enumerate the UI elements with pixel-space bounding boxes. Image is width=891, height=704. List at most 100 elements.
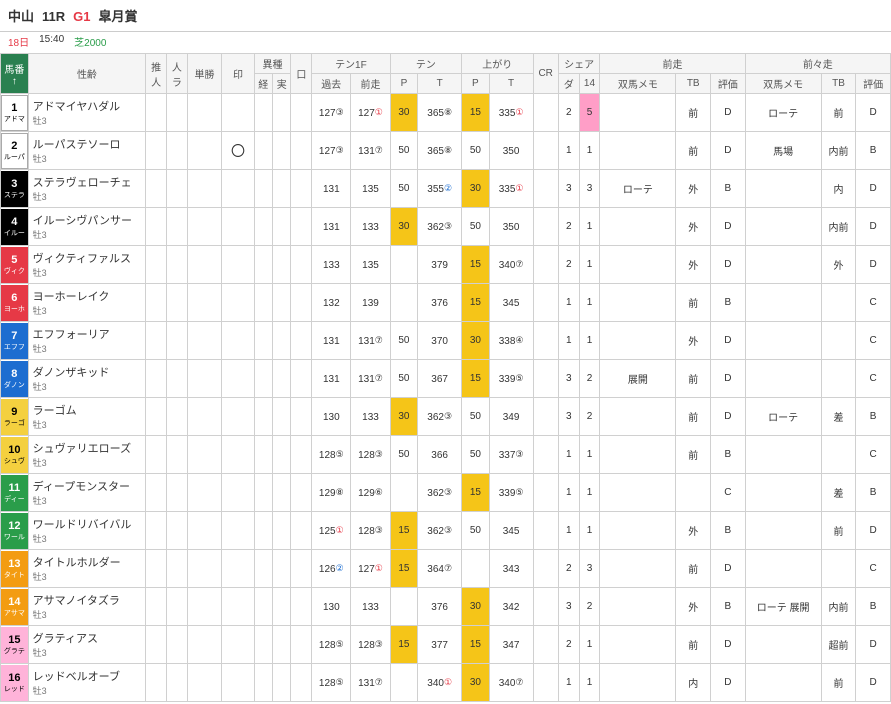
horse-name-cell[interactable]: エフフォーリア牡3 [28,322,146,360]
col-hy2[interactable]: 評価 [856,74,891,94]
horse-name-cell[interactable]: タイトルホルダー牡3 [28,550,146,588]
table-row[interactable]: 12ワールワールドリバイバル牡3125①128③15362③5034511外B前… [1,512,891,550]
cell-tan [187,132,222,170]
col-tb1[interactable]: TB [676,74,711,94]
cell-kei [254,550,272,588]
col-kuchi[interactable]: 口 [291,54,312,94]
cell-mark[interactable] [222,360,254,398]
col-agp[interactable]: P [462,74,490,94]
col-kei[interactable]: 経 [254,74,272,94]
col-zenzen[interactable]: 前々走 [745,54,890,74]
table-row[interactable]: 9ラーゴラーゴム牡313013330362③5034932前Dローテ差B [1,398,891,436]
cell-da: 1 [558,664,579,702]
cell-zen: 129⑥ [351,474,390,512]
cell-mark[interactable] [222,664,254,702]
col-ten[interactable]: テン [390,54,461,74]
cell-tb2 [821,550,856,588]
col-da[interactable]: ダ [558,74,579,94]
cell-sui [146,626,167,664]
col-sei[interactable]: 性齢 [28,54,146,94]
horse-name-cell[interactable]: ルーパステソーロ牡3 [28,132,146,170]
cell-sui [146,588,167,626]
col-jitsu[interactable]: 実 [273,74,291,94]
col-share[interactable]: シェア [558,54,600,74]
cell-mark[interactable]: 〇 [222,132,254,170]
cell-mark[interactable] [222,322,254,360]
cell-mark[interactable] [222,512,254,550]
table-row[interactable]: 8ダノンダノンザキッド牡3131131⑦5036715339⑤32展開前DC [1,360,891,398]
table-row[interactable]: 15グラテグラティアス牡3128⑤128③153771534721前D超前D [1,626,891,664]
cell-tent: 376 [418,284,462,322]
cell-mark[interactable] [222,436,254,474]
table-row[interactable]: 1アドマアドマイヤハダル牡3127③127①30365⑧15335①25前Dロー… [1,94,891,132]
table-row[interactable]: 13タイトタイトルホルダー牡3126②127①15364⑦34323前DC [1,550,891,588]
table-row[interactable]: 16レッドレッドベルオーブ牡3128⑤131⑦340①30340⑦11内D前D [1,664,891,702]
cell-mark[interactable] [222,284,254,322]
col-memo2[interactable]: 双馬メモ [745,74,821,94]
cell-mark[interactable] [222,94,254,132]
horse-name-cell[interactable]: ワールドリバイバル牡3 [28,512,146,550]
horse-name-cell[interactable]: レッドベルオーブ牡3 [28,664,146,702]
cell-mark[interactable] [222,474,254,512]
horse-number: 11ディー [1,474,29,512]
table-row[interactable]: 10シュヴシュヴァリエローズ牡3128⑤128③5036650337③11前BC [1,436,891,474]
table-row[interactable]: 11ディーディープモンスター牡3129⑧129⑥362③15339⑤11C差B [1,474,891,512]
col-hy1[interactable]: 評価 [711,74,746,94]
col-ten1f[interactable]: テン1F [312,54,390,74]
col-memo1[interactable]: 双馬メモ [600,74,676,94]
table-row[interactable]: 7エフフエフフォーリア牡3131131⑦5037030338④11外DC [1,322,891,360]
table-row[interactable]: 4イルーイルーシヴパンサー牡313113330362③5035021外D内前D [1,208,891,246]
horse-name-cell[interactable]: グラティアス牡3 [28,626,146,664]
horse-name-cell[interactable]: イルーシヴパンサー牡3 [28,208,146,246]
col-jin[interactable]: 人ラ [166,54,187,94]
table-row[interactable]: 6ヨーホヨーホーレイク牡31321393761534511前BC [1,284,891,322]
cell-mark[interactable] [222,550,254,588]
col-tb2[interactable]: TB [821,74,856,94]
col-sui[interactable]: 推人 [146,54,167,94]
col-agt[interactable]: T [489,74,533,94]
col-s14[interactable]: 14 [579,74,600,94]
horse-name-cell[interactable]: ヴィクティファルス牡3 [28,246,146,284]
cell-tent: 355② [418,170,462,208]
horse-name-cell[interactable]: ディープモンスター牡3 [28,474,146,512]
table-row[interactable]: 3ステラステラヴェローチェ牡313113550355②30335①33ローテ外B… [1,170,891,208]
horse-name-cell[interactable]: アドマイヤハダル牡3 [28,94,146,132]
cell-mark[interactable] [222,246,254,284]
cell-tan [187,246,222,284]
horse-name-cell[interactable]: アサマノイタズラ牡3 [28,588,146,626]
cell-mark[interactable] [222,170,254,208]
col-zenso[interactable]: 前走 [600,54,745,74]
col-zen[interactable]: 前走 [351,74,390,94]
col-tan[interactable]: 単勝 [187,54,222,94]
cell-jitsu [273,398,291,436]
cell-mark[interactable] [222,626,254,664]
cell-hy1: D [711,626,746,664]
col-ishu[interactable]: 異種 [254,54,291,74]
horse-name-cell[interactable]: ダノンザキッド牡3 [28,360,146,398]
table-row[interactable]: 14アサマアサマノイタズラ牡31301333763034232外Bローテ 展開内… [1,588,891,626]
cell-tb1 [676,474,711,512]
cell-sui [146,322,167,360]
cell-tb2: 差 [821,398,856,436]
cell-jin [166,588,187,626]
col-tent[interactable]: T [418,74,462,94]
cell-jitsu [273,246,291,284]
horse-name-cell[interactable]: ラーゴム牡3 [28,398,146,436]
cell-da: 3 [558,170,579,208]
cell-memo2: ローテ 展開 [745,588,821,626]
table-row[interactable]: 2ルーパルーパステソーロ牡3〇127③131⑦50365⑧5035011前D馬場… [1,132,891,170]
cell-mark[interactable] [222,398,254,436]
horse-name-cell[interactable]: ヨーホーレイク牡3 [28,284,146,322]
cell-agt: 340⑦ [489,664,533,702]
col-cr[interactable]: CR [533,54,558,94]
col-agari[interactable]: 上がり [462,54,533,74]
col-tenp[interactable]: P [390,74,418,94]
table-row[interactable]: 5ヴィクヴィクティファルス牡313313537915340⑦21外D外D [1,246,891,284]
col-uma[interactable]: 馬番↑ [1,54,29,94]
cell-mark[interactable] [222,588,254,626]
col-kako[interactable]: 過去 [312,74,351,94]
col-in[interactable]: 印 [222,54,254,94]
cell-mark[interactable] [222,208,254,246]
horse-name-cell[interactable]: ステラヴェローチェ牡3 [28,170,146,208]
horse-name-cell[interactable]: シュヴァリエローズ牡3 [28,436,146,474]
